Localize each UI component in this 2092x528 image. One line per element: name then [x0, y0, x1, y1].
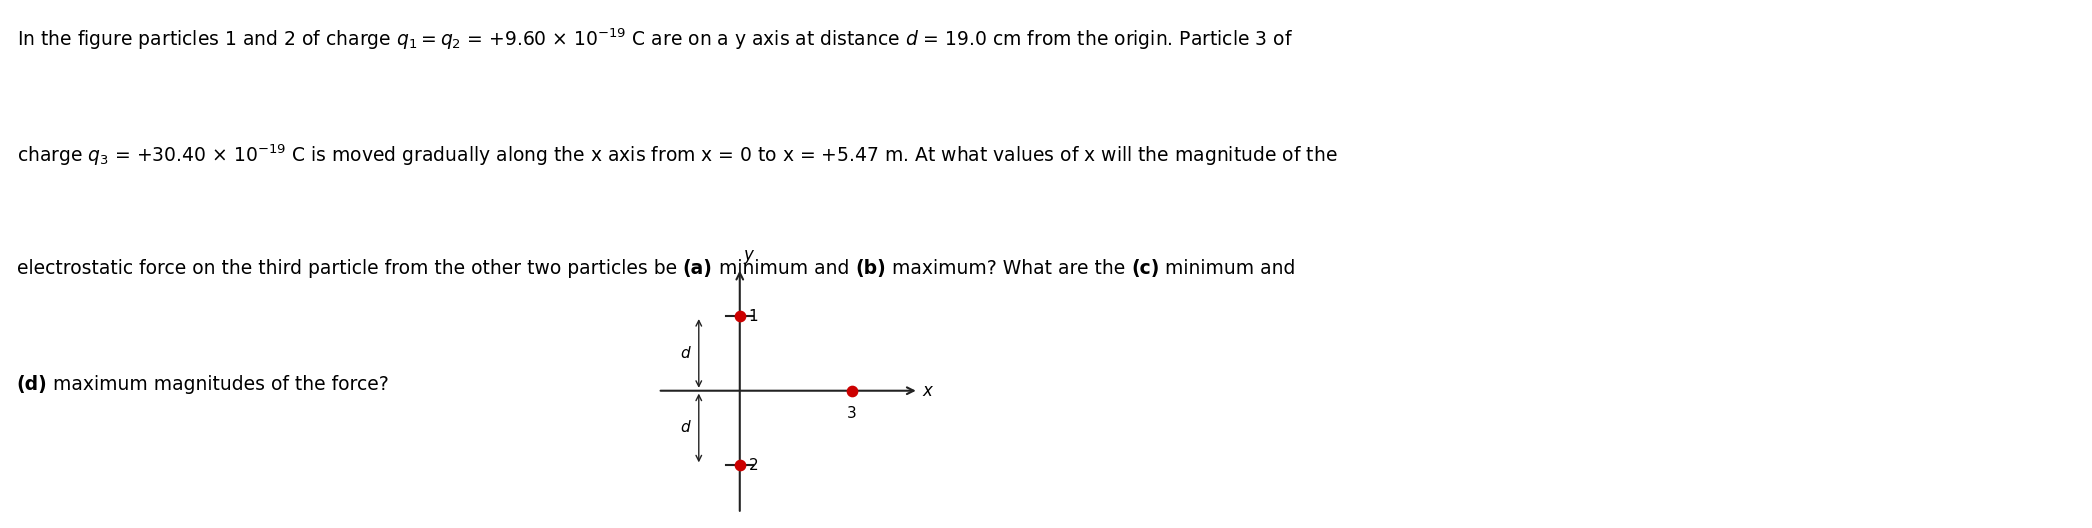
- Text: (b): (b): [856, 259, 885, 278]
- Text: y: y: [743, 246, 753, 264]
- Text: (d): (d): [17, 375, 48, 394]
- Text: d: d: [680, 420, 690, 436]
- Text: maximum? What are the: maximum? What are the: [885, 259, 1132, 278]
- Point: [835, 386, 868, 395]
- Text: minimum and: minimum and: [1159, 259, 1295, 278]
- Text: 2: 2: [749, 458, 757, 473]
- Point: [724, 312, 757, 320]
- Text: In the figure particles 1 and 2 of charge $q_1 = q_2$ = +9.60 × 10$^{-19}$ C are: In the figure particles 1 and 2 of charg…: [17, 26, 1293, 52]
- Text: 1: 1: [749, 309, 757, 324]
- Text: d: d: [680, 346, 690, 361]
- Text: (a): (a): [682, 259, 713, 278]
- Text: (c): (c): [1132, 259, 1159, 278]
- Text: charge $q_3$ = +30.40 × 10$^{-19}$ C is moved gradually along the x axis from x : charge $q_3$ = +30.40 × 10$^{-19}$ C is …: [17, 143, 1337, 168]
- Text: 3: 3: [847, 406, 856, 421]
- Text: electrostatic force on the third particle from the other two particles be: electrostatic force on the third particl…: [17, 259, 682, 278]
- Point: [724, 461, 757, 469]
- Text: maximum magnitudes of the force?: maximum magnitudes of the force?: [48, 375, 389, 394]
- Text: x: x: [923, 382, 933, 400]
- Text: minimum and: minimum and: [713, 259, 856, 278]
